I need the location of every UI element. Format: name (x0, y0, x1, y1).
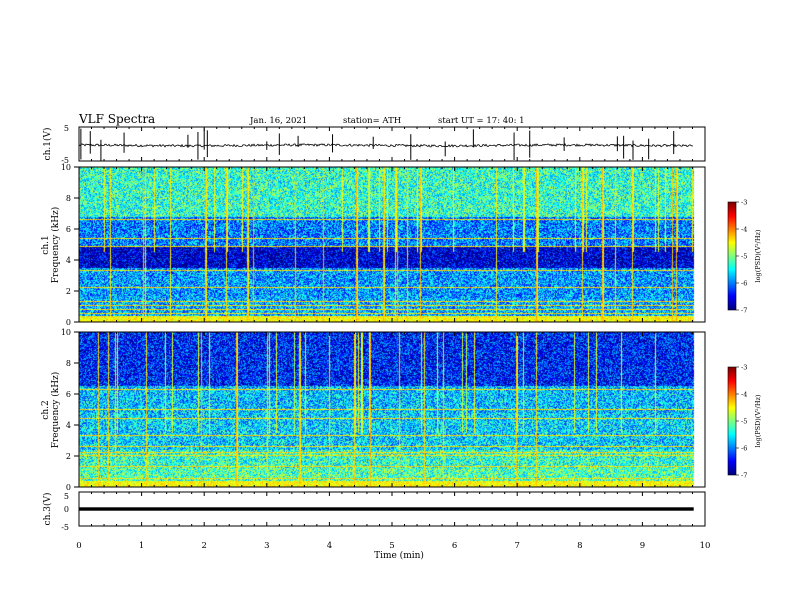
time-tick-label: 6 (452, 541, 457, 551)
ch2-spectrogram-image (79, 332, 705, 487)
time-tick-label: 0 (76, 541, 81, 551)
freq-tick-label: 8 (66, 194, 71, 203)
freq-tick-label: 2 (66, 287, 71, 296)
figure-title: VLF Spectra (78, 112, 155, 126)
time-tick-label: 8 (577, 541, 582, 551)
colorbar-tick-label: -5 (741, 418, 747, 426)
ch1-spikes (80, 128, 675, 161)
ch2-spectrogram-yticks: 0 2 4 6 8 10 (61, 328, 79, 492)
ch1-frequency-ylabel: Frequency (kHz) (50, 207, 61, 284)
time-axis-ticks (78, 127, 706, 526)
ch3-trace (79, 507, 694, 511)
ch3-ytick-mid: 0 (64, 505, 69, 514)
start-time-label: start UT = 17: 40: 1 (438, 116, 525, 126)
ch3-ytick-bottom: -5 (61, 523, 69, 532)
freq-tick-label: 6 (66, 225, 71, 234)
ch1-waveform-frame (78, 126, 706, 162)
ch3-ytick-top: 5 (64, 492, 69, 501)
freq-tick-label: 8 (66, 359, 71, 368)
time-tick-label: 4 (327, 541, 332, 551)
date-label: Jan. 16, 2021 (249, 116, 307, 126)
colorbar-tick-label: -3 (741, 199, 747, 207)
colorbar-tick-label: -3 (741, 364, 747, 372)
ch1-colorbar (728, 202, 736, 310)
ch2-colorbar-label: log(PSD)(V²/Hz) (754, 394, 762, 447)
time-tick-label: 10 (700, 541, 711, 551)
colorbar-tick-label: -7 (741, 307, 747, 315)
time-tick-label: 2 (201, 541, 206, 551)
ch1-spectrogram-image (79, 167, 705, 322)
ch1-channel-label: ch.1 (41, 235, 51, 254)
colorbar-tick-label: -6 (741, 445, 747, 453)
freq-tick-label: 0 (66, 318, 71, 327)
freq-tick-label: 2 (66, 452, 71, 461)
ch1-ytick-bottom: -5 (61, 156, 69, 165)
time-axis-tick-labels: 0 1 2 3 4 5 6 7 8 9 10 (76, 541, 710, 551)
colorbar-tick-label: -4 (741, 391, 747, 399)
colorbar-tick-label: -5 (741, 253, 747, 261)
ch1-colorbar-ticks: -3 -4 -5 -6 -7 (736, 199, 747, 315)
time-axis-label: Time (min) (374, 550, 424, 561)
time-tick-label: 7 (514, 541, 519, 551)
ch2-colorbar-ticks: -3 -4 -5 -6 -7 (736, 364, 747, 480)
time-tick-label: 1 (139, 541, 144, 551)
ch2-colorbar (728, 367, 736, 475)
freq-tick-label: 10 (61, 163, 71, 172)
ch1-ytick-top: 5 (64, 124, 69, 133)
time-tick-label: 5 (389, 541, 394, 551)
ch2-frequency-ylabel: Frequency (kHz) (50, 372, 61, 449)
ch1-trace (78, 143, 694, 148)
colorbar-tick-label: -4 (741, 226, 747, 234)
time-tick-label: 3 (264, 541, 269, 551)
ch3-waveform-ylabel: ch.3(V) (42, 493, 53, 526)
ch2-channel-label: ch.2 (41, 400, 51, 419)
ch1-spectrogram-yticks: 0 2 4 6 8 10 (61, 163, 79, 327)
colorbar-tick-label: -7 (741, 472, 747, 480)
station-label: station= ATH (343, 116, 401, 126)
freq-tick-label: 10 (61, 328, 71, 337)
freq-tick-label: 6 (66, 390, 71, 399)
time-tick-label: 9 (640, 541, 645, 551)
freq-tick-label: 0 (66, 483, 71, 492)
colorbar-tick-label: -6 (741, 280, 747, 288)
ch1-colorbar-label: log(PSD)(V²/Hz) (754, 229, 762, 282)
freq-tick-label: 4 (66, 421, 71, 430)
freq-tick-label: 4 (66, 256, 71, 265)
ch1-waveform-ylabel: ch.1(V) (42, 128, 53, 161)
